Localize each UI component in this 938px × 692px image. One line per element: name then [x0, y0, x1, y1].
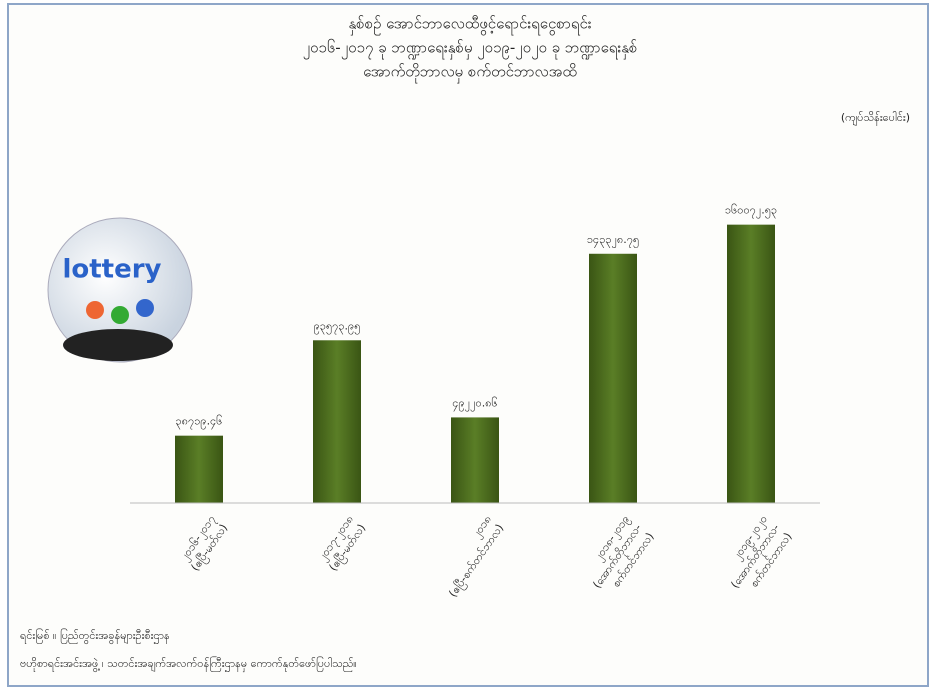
value-label: ၁၄၃၃၂၈.၇၅ [587, 233, 639, 248]
value-label: ၁၆၀၀၇၂.၅၃ [725, 204, 777, 219]
logo-ball [47, 217, 193, 363]
bar [175, 435, 223, 503]
logo-text: lottery [62, 255, 161, 285]
logo-base [63, 329, 173, 361]
bar [727, 224, 775, 503]
logo-dot [86, 301, 104, 319]
bar [313, 340, 361, 503]
lottery-logo: lottery [47, 217, 193, 363]
unit-label: (ကျပ်သိန်းပေါင်း) [841, 111, 910, 126]
chart-title: အောက်တိုဘာလမှ စက်တင်ဘာလအထိ [363, 63, 577, 84]
chart-title: နှစ်စဉ် အောင်ဘာလေထီဖွင့်ရောင်းရငွေစာရင်း [348, 15, 591, 36]
bar [589, 253, 637, 503]
value-label: ၉၃၅၇၃.၉၅ [314, 319, 361, 334]
logo-dot [111, 306, 129, 324]
chart-title: ၂၀၁၆-၂၀၁၇ ခု ဘဏ္ဍာရေးနှစ်မှ ၂၀၁၉-၂၀၂၀ ခု… [303, 39, 638, 60]
value-label: ၃၈၇၁၉.၄၆ [176, 415, 223, 430]
source-note: ရင်းမြစ် ။ ပြည်တွင်းအခွန်များဦးစီးဌာန [20, 628, 170, 644]
source-note: ဗဟိုစာရင်းအင်းအဖွဲ့ ၊ သတင်းအချက်အလက်ဝန်က… [20, 656, 357, 672]
value-label: ၄၉၂၂၀.၈၆ [452, 396, 497, 411]
bar [451, 417, 499, 503]
logo-dot [136, 299, 154, 317]
